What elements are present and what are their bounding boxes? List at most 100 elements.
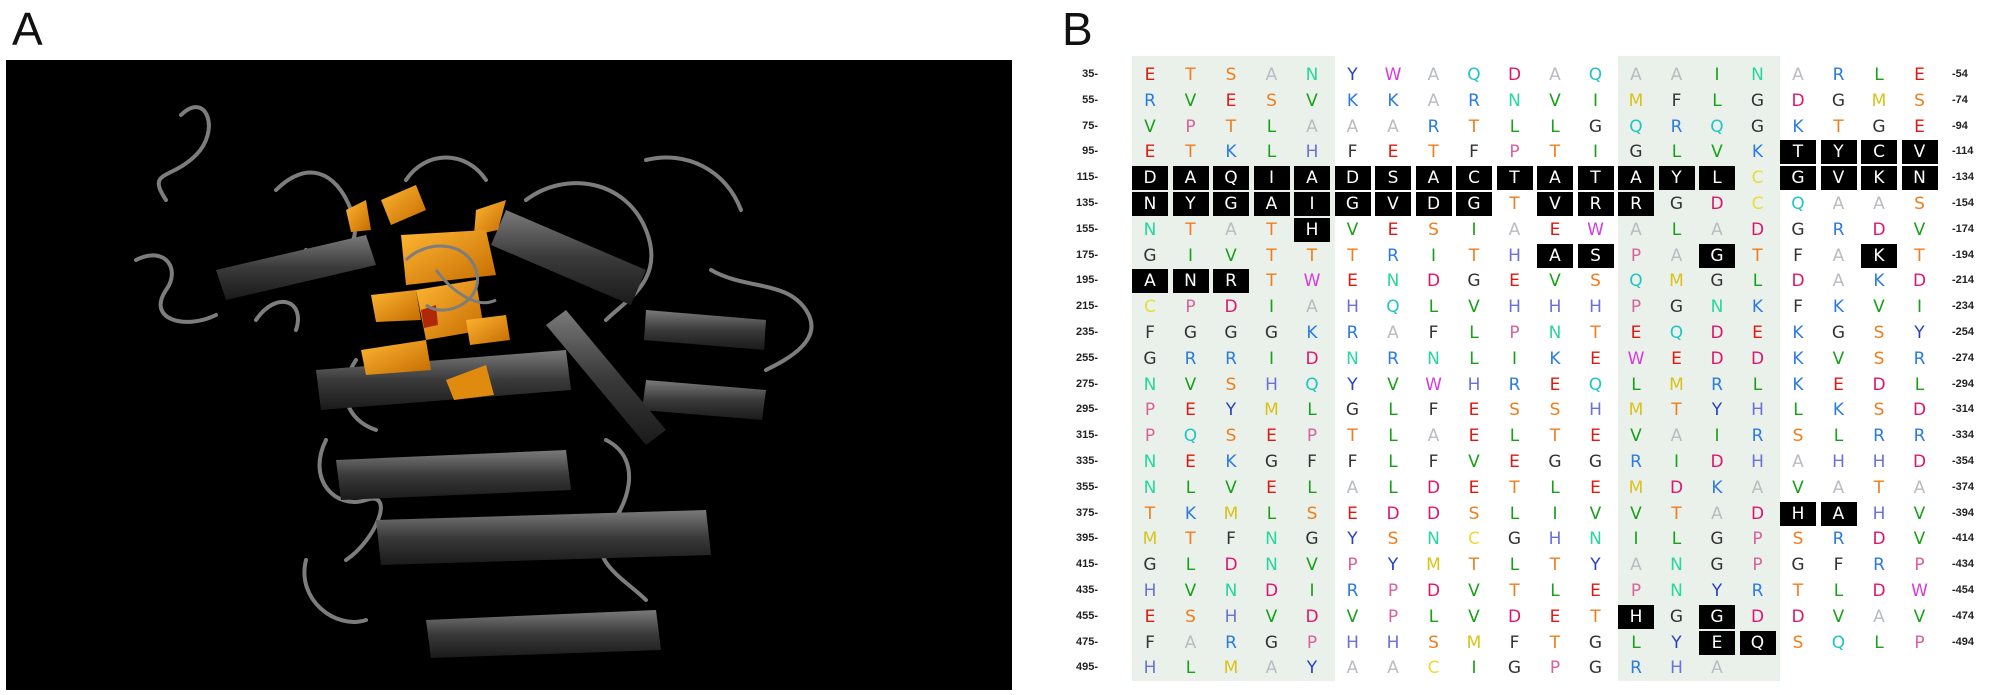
residue: A [1346,116,1359,137]
residue: N [1265,555,1278,576]
residue: V [1549,271,1561,292]
residue: D [1305,606,1319,627]
residue: T [1549,632,1561,653]
residue: S [1225,426,1237,447]
residue: Y [1711,400,1723,421]
residue: L [1307,400,1317,421]
residue: E [1833,374,1844,395]
residue: V [1901,140,1938,165]
row-start-number: 95- [1082,145,1098,158]
residue: L [1712,90,1722,111]
residue: N [1901,166,1938,191]
residue: A [1537,166,1573,191]
residue: A [1711,219,1723,240]
residue: A [1711,503,1723,524]
residue: P [1387,606,1399,627]
residue: G [1143,348,1157,369]
residue: F [1428,400,1439,421]
residue: W [1384,65,1402,85]
residue: Q [1386,297,1400,318]
residue: R [1630,452,1642,472]
residue: D [1791,271,1805,292]
residue: E [1914,65,1925,85]
residue: V [1468,581,1480,601]
residue: L [1266,142,1277,163]
residue: S [1577,243,1614,268]
residue: A [1913,477,1926,498]
residue: Q [1305,374,1319,395]
residue: T [1914,245,1925,266]
row-end-number: -314 [1952,403,1975,416]
residue: N [1508,90,1521,111]
residue: S [1873,323,1885,343]
row-end-number: -74 [1952,93,1968,106]
residue: L [1185,658,1196,679]
residue: H [1548,297,1562,318]
residue: E [1914,116,1925,137]
residue: G [1456,192,1492,216]
residue: T [1549,555,1561,576]
residue: T [1347,245,1358,266]
residue: C [1144,297,1156,318]
sequence-row: 95- E T K L H F E T F P T I G L V K T Y C V -114 [1062,139,1998,165]
residue: D [1750,606,1765,627]
residue: K [1711,477,1723,498]
residue: R [1670,116,1683,137]
residue: F [1833,555,1844,576]
residue: A [1820,501,1857,526]
residue: P [1144,426,1156,447]
row-start-number: 175- [1075,248,1098,261]
residue: F [1793,245,1803,266]
residue: R [1387,245,1399,266]
residue: K [1861,243,1897,268]
row-end-number: -274 [1952,351,1975,364]
residue: I [1430,245,1436,266]
residue: E [1590,477,1601,498]
residue: R [1913,348,1926,369]
row-start-number: 135- [1075,197,1098,209]
residue: R [1751,581,1764,601]
residue: Y [1711,581,1723,601]
residue: Q [1629,116,1643,137]
residue: A [1415,166,1452,191]
residue: F [1145,632,1155,653]
row-end-number: -454 [1952,584,1975,596]
residue: M [1628,400,1644,421]
residue: G [1710,555,1724,576]
residue: H [1872,503,1886,524]
residue: M [1223,503,1239,524]
residue: T [1752,245,1763,266]
residue: A [1537,243,1573,268]
residue: G [1264,323,1279,343]
residue: F [1469,142,1479,163]
sequence-row: 335- N E K G F F L F V E G G R I D H A H H D -354 [1062,449,1998,475]
residue: D [1224,297,1238,318]
row-start-number: 55- [1082,93,1098,106]
residue: V [1913,606,1926,627]
residue: F [1509,632,1520,653]
residue: H [1548,529,1562,550]
residue: G [1750,90,1765,111]
residue: H [1294,217,1330,242]
residue: S [1468,503,1480,524]
residue: D [1791,90,1805,111]
residue: L [1469,323,1479,343]
residue: T [1496,166,1533,191]
residue: Y [1658,166,1695,191]
residue: V [1832,348,1845,369]
residue: P [1144,400,1156,421]
residue: D [1386,503,1400,524]
residue: N [1670,555,1683,576]
residue: T [1347,426,1358,447]
residue: I [1552,503,1558,524]
panel-label-a: A [12,3,43,55]
residue: V [1537,192,1573,216]
residue: T [1266,271,1277,292]
residue: W [1911,581,1928,601]
residue: Q [1831,632,1846,653]
residue: P [1306,426,1318,447]
residue: A [1427,90,1440,111]
residue: M [1628,477,1644,498]
residue: Y [1172,192,1209,216]
residue: E [1266,477,1277,498]
